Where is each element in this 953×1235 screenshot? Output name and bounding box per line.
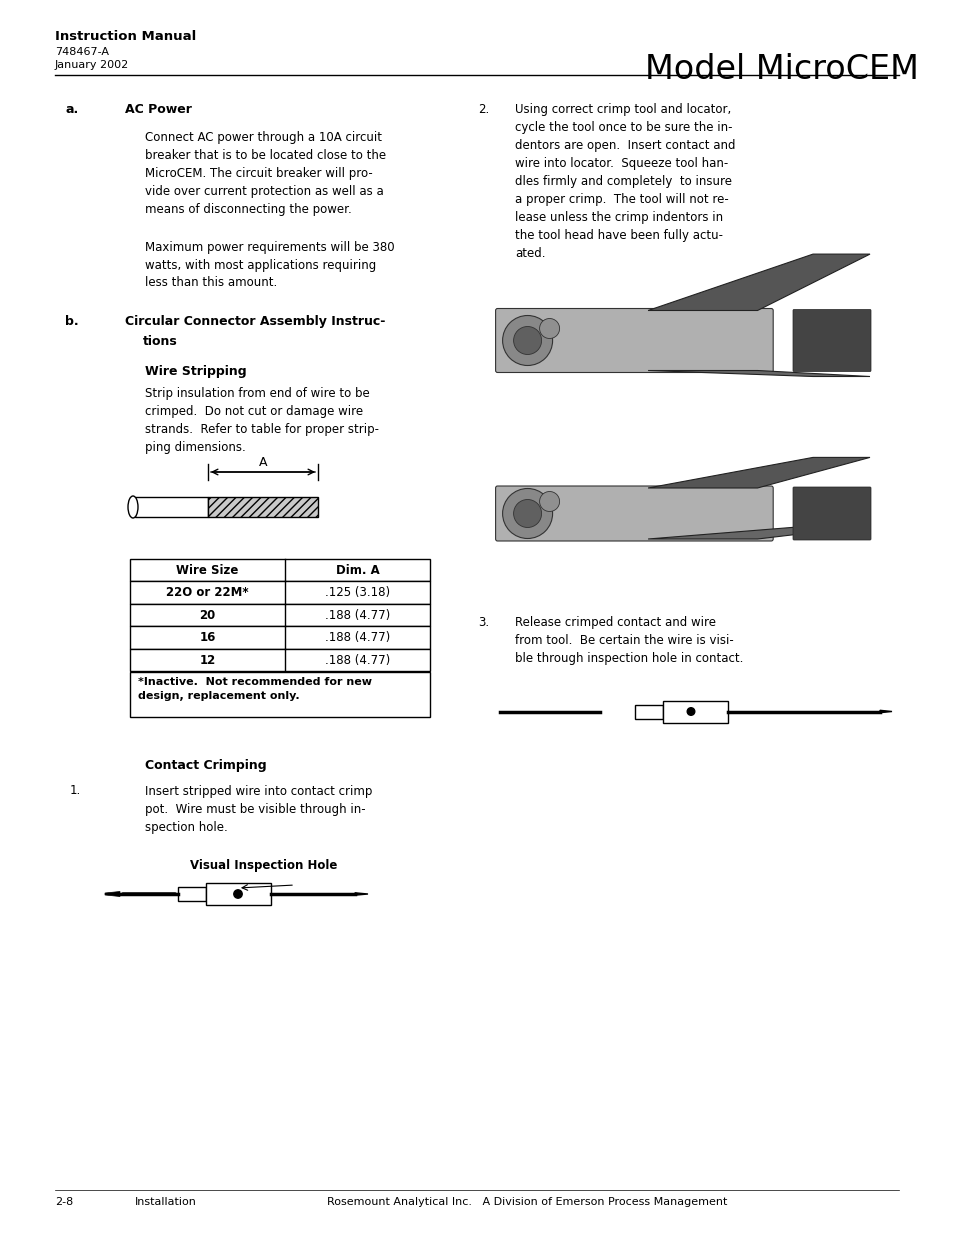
Circle shape [513, 499, 541, 527]
Circle shape [539, 319, 559, 338]
Text: .125 (3.18): .125 (3.18) [325, 587, 390, 599]
FancyBboxPatch shape [495, 487, 772, 541]
Text: January 2002: January 2002 [55, 61, 129, 70]
Bar [662, 700, 727, 722]
Text: Dim. A: Dim. A [335, 563, 379, 577]
Text: .188 (4.77): .188 (4.77) [325, 653, 390, 667]
Circle shape [502, 489, 552, 538]
FancyBboxPatch shape [792, 310, 870, 372]
Polygon shape [879, 710, 891, 713]
Bar [208, 496, 317, 517]
Text: Insert stripped wire into contact crimp
pot.  Wire must be visible through in-
s: Insert stripped wire into contact crimp … [145, 784, 372, 834]
Text: 3.: 3. [477, 616, 489, 629]
Circle shape [502, 315, 552, 366]
Text: Rosemount Analytical Inc.   A Division of Emerson Process Management: Rosemount Analytical Inc. A Division of … [327, 1197, 726, 1207]
Text: 2-8: 2-8 [55, 1197, 73, 1207]
Text: 1.: 1. [70, 784, 81, 798]
Text: a.: a. [65, 103, 78, 116]
Text: Strip insulation from end of wire to be
crimped.  Do not cut or damage wire
stra: Strip insulation from end of wire to be … [145, 387, 378, 454]
Circle shape [686, 708, 694, 715]
Text: Circular Connector Assembly Instruc-: Circular Connector Assembly Instruc- [125, 315, 385, 329]
Polygon shape [647, 526, 869, 538]
Text: *Inactive.  Not recommended for new
design, replacement only.: *Inactive. Not recommended for new desig… [138, 678, 372, 701]
FancyBboxPatch shape [792, 487, 870, 540]
Polygon shape [647, 254, 869, 310]
Text: 16: 16 [199, 631, 215, 645]
Circle shape [513, 326, 541, 354]
Text: Wire Size: Wire Size [176, 563, 238, 577]
Bar [130, 650, 430, 672]
Text: Visual Inspection Hole: Visual Inspection Hole [190, 860, 337, 872]
Bar [206, 883, 271, 905]
Text: 2.: 2. [477, 103, 489, 116]
Text: Installation: Installation [135, 1197, 196, 1207]
Text: 20: 20 [199, 609, 215, 621]
Text: Release crimped contact and wire
from tool.  Be certain the wire is visi-
ble th: Release crimped contact and wire from to… [515, 616, 742, 664]
Text: .188 (4.77): .188 (4.77) [325, 609, 390, 621]
Ellipse shape [128, 496, 138, 517]
Text: Maximum power requirements will be 380
watts, with most applications requiring
l: Maximum power requirements will be 380 w… [145, 241, 395, 289]
Text: Model MicroCEM: Model MicroCEM [644, 53, 918, 86]
Text: 748467-A: 748467-A [55, 47, 109, 57]
Text: AC Power: AC Power [125, 103, 192, 116]
Text: Using correct crimp tool and locator,
cycle the tool once to be sure the in-
den: Using correct crimp tool and locator, cy… [515, 103, 735, 261]
Bar [178, 887, 206, 902]
Polygon shape [647, 370, 869, 377]
Text: tions: tions [143, 335, 177, 348]
Bar [635, 704, 662, 719]
Text: A: A [258, 456, 267, 469]
Bar [130, 672, 430, 716]
Circle shape [539, 492, 559, 511]
Text: 12: 12 [199, 653, 215, 667]
Text: 22O or 22M*: 22O or 22M* [166, 587, 249, 599]
Circle shape [233, 889, 242, 898]
Text: Contact Crimping: Contact Crimping [145, 758, 266, 772]
Bar [130, 604, 430, 626]
Text: b.: b. [65, 315, 78, 329]
Polygon shape [647, 457, 869, 488]
Bar [130, 626, 430, 650]
Bar [130, 559, 430, 582]
Text: .188 (4.77): .188 (4.77) [325, 631, 390, 645]
Text: Instruction Manual: Instruction Manual [55, 30, 196, 43]
Text: Connect AC power through a 10A circuit
breaker that is to be located close to th: Connect AC power through a 10A circuit b… [145, 131, 386, 216]
Polygon shape [105, 892, 120, 897]
Text: Wire Stripping: Wire Stripping [145, 366, 247, 378]
Bar [130, 582, 430, 604]
Polygon shape [355, 893, 368, 895]
Bar [135, 496, 208, 517]
FancyBboxPatch shape [495, 309, 772, 373]
